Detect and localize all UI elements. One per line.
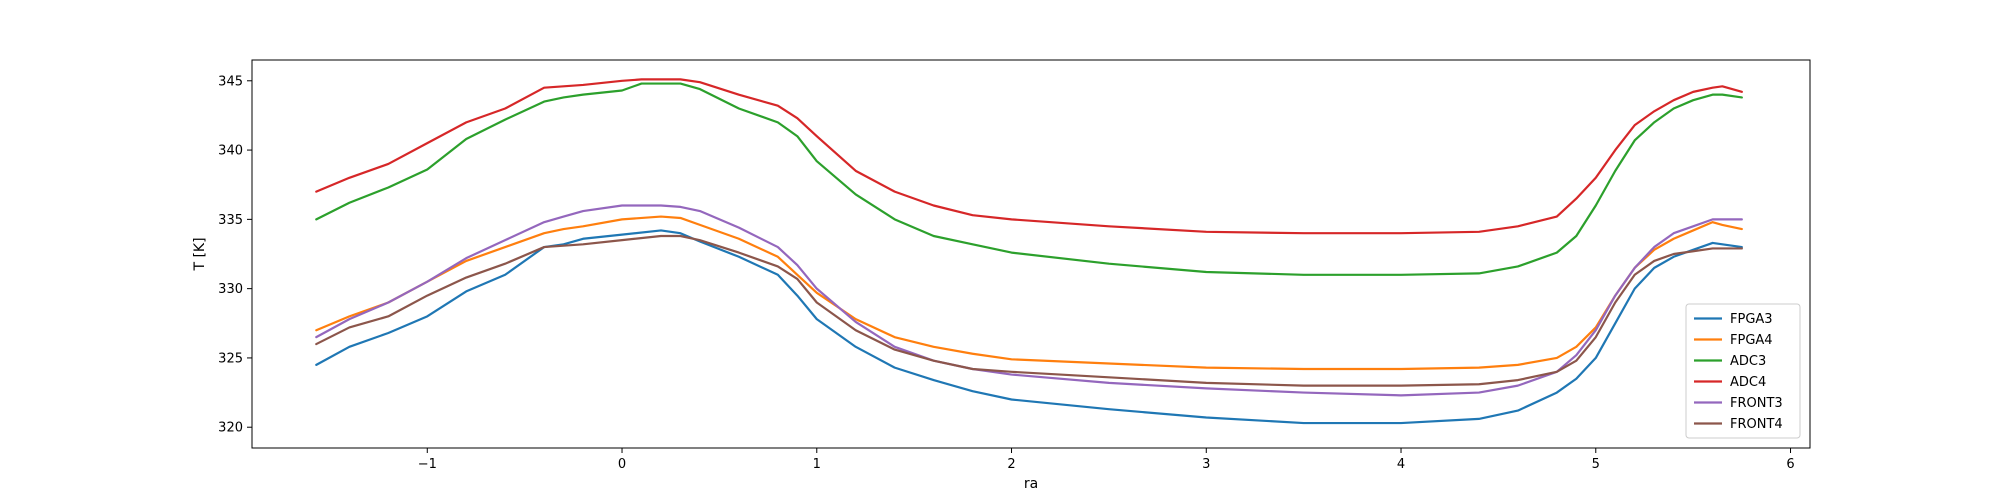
y-tick-label: 325 [218, 351, 243, 366]
series-lines [315, 78, 1743, 425]
x-tick-label: 2 [1007, 457, 1015, 472]
legend-label-front4: FRONT4 [1730, 417, 1783, 432]
legend-label-adc4: ADC4 [1730, 375, 1766, 390]
y-tick-label: 335 [218, 213, 243, 228]
legend-box [1685, 303, 1801, 439]
x-tick-label: −1 [418, 457, 437, 472]
legend-label-fpga3: FPGA3 [1730, 312, 1773, 327]
y-tick-label: 340 [218, 144, 243, 159]
x-tick-label: 0 [618, 457, 626, 472]
y-tick-label: 330 [218, 282, 243, 297]
x-tick-label: 3 [1202, 457, 1210, 472]
legend-label-fpga4: FPGA4 [1730, 333, 1773, 348]
legend: FPGA3 FPGA4 ADC3 ADC4 FRONT3 FRONT4 [1685, 303, 1801, 439]
plot-frame [251, 59, 1811, 449]
legend-label-adc3: ADC3 [1730, 354, 1766, 369]
y-tick-label: 320 [218, 421, 243, 436]
x-tick-label: 1 [813, 457, 821, 472]
y-tick-label: 345 [218, 74, 243, 89]
series-line-adc3 [315, 82, 1743, 276]
x-tick-label: 5 [1592, 457, 1600, 472]
legend-label-front3: FRONT3 [1730, 396, 1783, 411]
x-axis-label: ra [1024, 476, 1038, 492]
series-line-front4 [315, 234, 1743, 387]
x-tick-label: 6 [1786, 457, 1794, 472]
x-tick-label: 4 [1397, 457, 1405, 472]
series-line-adc4 [315, 78, 1743, 235]
y-axis-label: T [K] [192, 237, 208, 271]
